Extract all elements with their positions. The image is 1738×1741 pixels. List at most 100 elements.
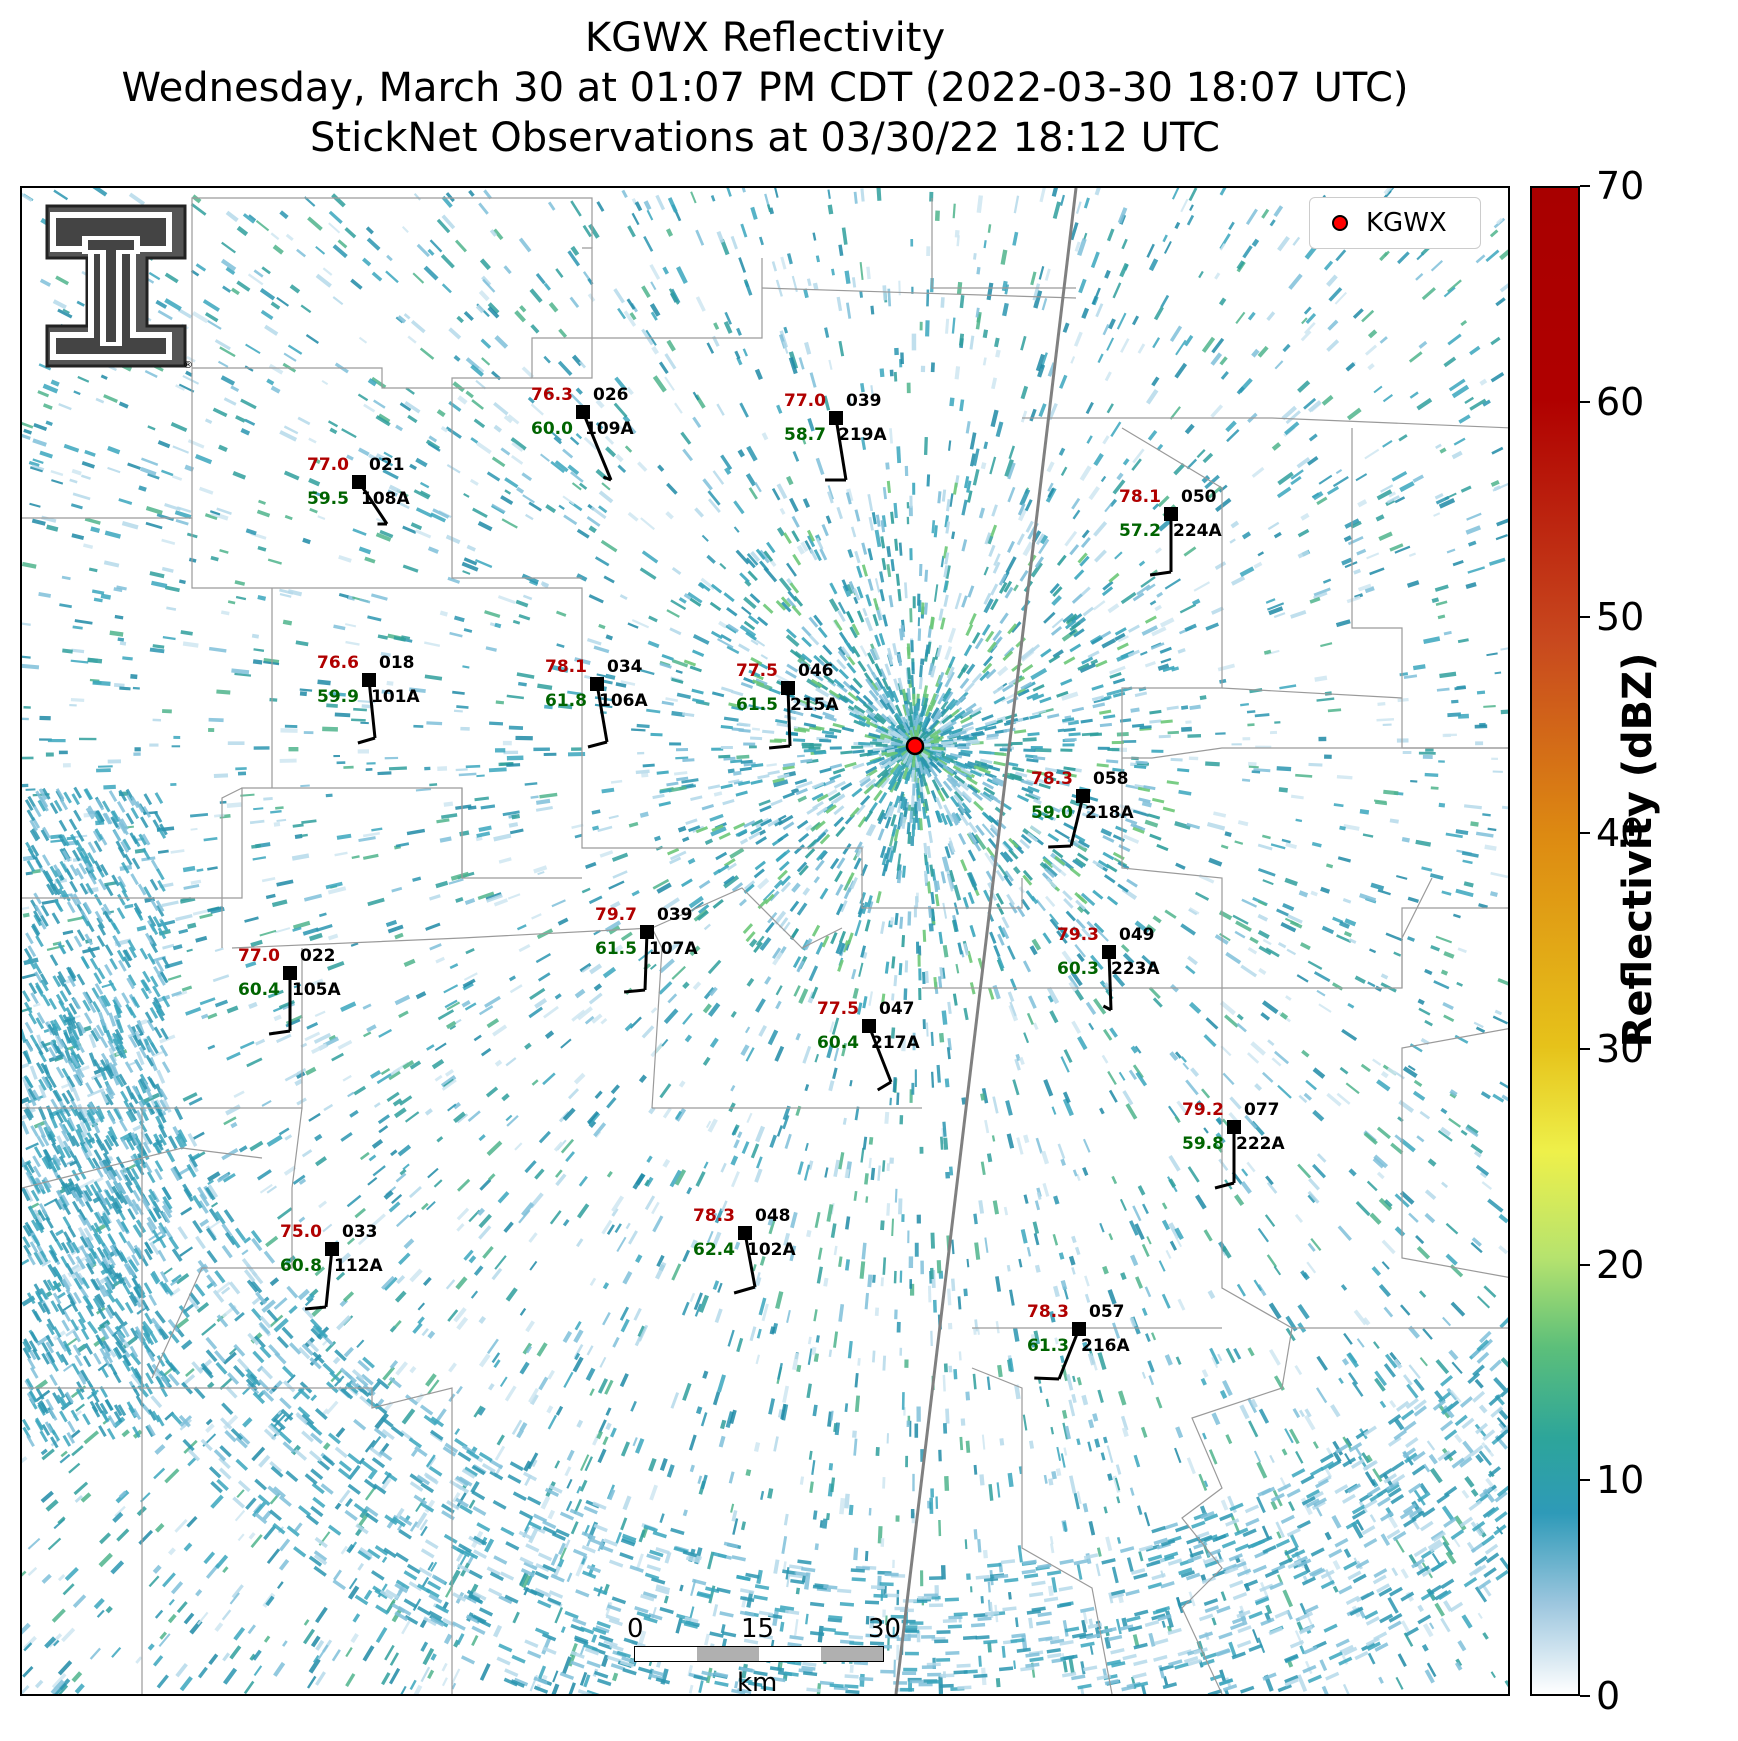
echo-cell [22,561,37,569]
echo-cell [938,1032,945,1043]
echo-cell [945,1408,950,1424]
echo-cell [906,382,911,394]
echo-cell [1160,719,1173,724]
echo-cell [709,1037,719,1049]
echo-cell [971,790,984,801]
echo-cell [1013,584,1019,592]
echo-cell [1094,1438,1101,1448]
echo-cell [789,900,800,912]
echo-cell [1084,1275,1090,1287]
echo-cell [801,626,812,637]
echo-cell [261,266,271,275]
echo-cell [1217,663,1236,672]
echo-cell [1402,750,1412,755]
echo-cell [749,938,758,948]
echo-cell [74,1494,83,1503]
echo-cell [738,898,747,907]
echo-cell [336,833,352,840]
echo-cell [436,1136,444,1143]
echo-cell [758,236,764,246]
echo-cell [207,866,218,871]
echo-cell [1156,591,1164,598]
echo-cell [874,529,882,548]
echo-cell [697,1475,703,1484]
echo-cell [276,879,294,887]
echo-cell [828,598,840,612]
echo-cell [1281,1448,1288,1456]
echo-cell [273,1297,288,1310]
echo-cell [1177,1298,1186,1311]
echo-cell [634,201,643,212]
echo-cell [234,1509,246,1522]
echo-cell [245,1497,257,1510]
echo-cell [1418,340,1428,349]
echo-cell [733,1139,740,1149]
echo-cell [995,1320,1000,1334]
echo-cell [1014,1617,1019,1628]
echo-cell [1247,311,1256,321]
echo-cell [682,1249,691,1263]
echo-cell [273,1014,282,1022]
echo-cell [1253,1450,1262,1463]
echo-cell [276,1207,293,1220]
echo-cell [440,426,449,433]
echo-cell [1169,325,1183,342]
echo-cell [588,1120,597,1129]
echo-cell [1450,1389,1462,1403]
echo-cell [849,1079,853,1087]
echo-cell [1107,318,1116,330]
echo-cell [1421,1643,1429,1652]
echo-cell [684,1034,693,1043]
echo-cell [973,833,987,850]
echo-cell [813,1353,820,1362]
echo-cell [1218,297,1227,306]
echo-cell [1321,394,1334,406]
echo-cell [1013,195,1020,214]
echo-cell [346,1194,362,1208]
echo-cell [1312,1109,1325,1122]
echo-cell [463,311,474,321]
echo-cell [1413,1079,1423,1087]
echo-cell [1453,1515,1467,1531]
echo-cell [723,592,735,603]
echo-cell [955,963,960,974]
echo-cell [1418,1007,1431,1016]
echo-cell [861,564,868,577]
echo-cell [100,593,112,600]
echo-cell [1297,1163,1312,1179]
echo-cell [222,1652,231,1662]
echo-cell [1341,1028,1358,1042]
echo-cell [304,1031,321,1042]
echo-cell [690,1239,698,1249]
echo-cell [1324,1466,1333,1478]
echo-cell [439,836,452,843]
echo-cell [1430,786,1439,790]
echo-cell [619,1306,630,1321]
radar-map[interactable]: ® 76.3 026 60.0 109A 77.0 039 58.7 219A 77.0 021 5… [20,186,1510,1696]
echo-cell [1099,1107,1105,1115]
echo-cell [453,1111,466,1124]
echo-cell [510,437,527,451]
echo-cell [736,754,750,760]
echo-cell [1253,561,1263,569]
echo-cell [377,634,389,640]
echo-cell [868,991,874,1006]
echo-cell [162,709,172,714]
echo-cell [819,738,832,743]
echo-cell [461,1000,471,1008]
echo-cell [1285,842,1297,849]
echo-cell [580,1454,590,1471]
echo-cell [694,507,705,518]
echo-cell [138,485,147,492]
echo-cell [416,243,431,258]
echo-cell [508,822,519,828]
echo-cell [292,920,311,930]
echo-cell [1057,728,1065,733]
echo-cell [145,521,163,530]
echo-cell [679,1584,684,1592]
echo-cell [455,1385,463,1395]
echo-cell [1088,486,1101,501]
echo-cell [802,887,811,896]
echo-cell [495,700,505,705]
echo-cell [1485,249,1500,262]
